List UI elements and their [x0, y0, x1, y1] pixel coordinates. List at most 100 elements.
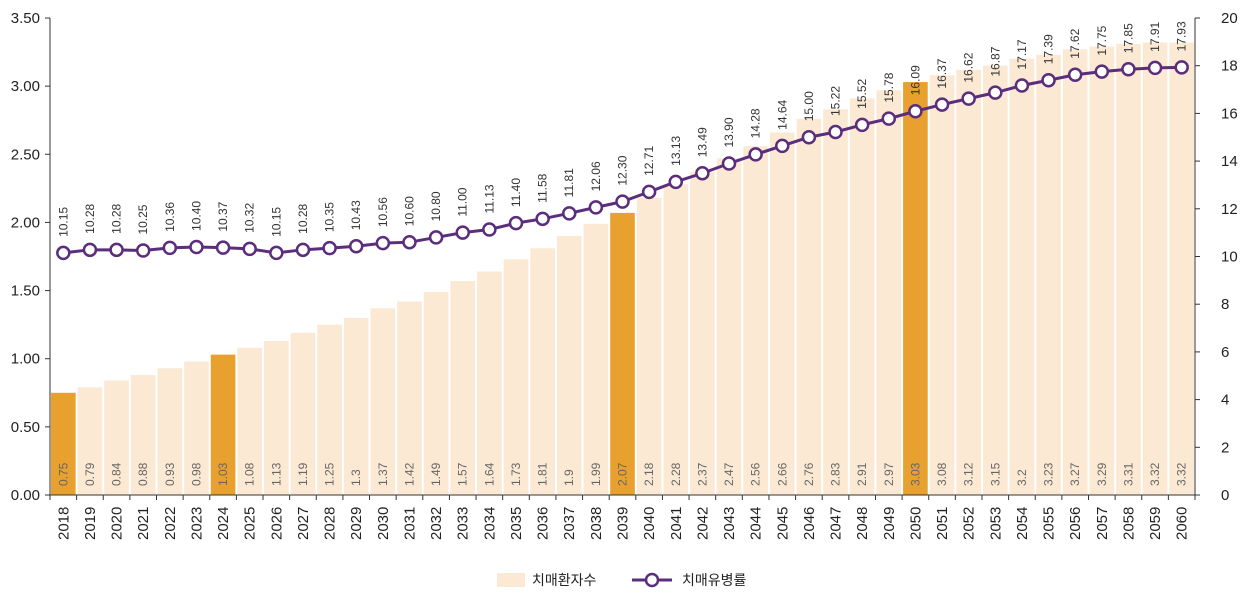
axes: 0.00 0.50 1.00 1.50 2.00 2.50 3.00 3.50 0 2 4 6 8 10 1… — [11, 10, 1238, 540]
point-2052 — [961, 91, 976, 106]
point-label-2035: 11.40 — [509, 178, 523, 207]
bar-label-2031: 1.42 — [402, 462, 416, 486]
bar-label-2042: 2.37 — [695, 462, 709, 486]
bar-label-2019: 0.79 — [83, 462, 97, 486]
bar-series: 0.75 0.79 0.84 0.88 0.93 0.98 1.03 1.08 1.13 1.19… — [51, 42, 1194, 496]
bar-2029 — [343, 317, 369, 495]
bar-2034 — [477, 271, 502, 495]
point-label-2057: 17.75 — [1095, 25, 1109, 55]
bar-label-2022: 0.93 — [163, 462, 177, 486]
point-2039 — [615, 194, 630, 209]
bar-label-2023: 0.98 — [189, 462, 203, 486]
point-2031 — [402, 234, 417, 250]
bar-label-2052: 3.12 — [962, 462, 976, 486]
bar-2020 — [104, 380, 129, 495]
x-tick-label-2040: 2040 — [641, 507, 658, 540]
point-2030 — [375, 235, 391, 251]
point-label-2055: 17.39 — [1042, 34, 1056, 64]
bar-2038 — [583, 223, 609, 495]
bar-label-2046: 2.76 — [802, 462, 816, 486]
bar-label-2021: 0.88 — [136, 462, 150, 486]
point-label-2038: 12.06 — [589, 161, 603, 191]
point-label-2047: 15.22 — [829, 86, 843, 116]
point-label-2058: 17.85 — [1121, 23, 1135, 53]
point-2028 — [322, 240, 337, 256]
point-label-2049: 15.78 — [882, 72, 896, 102]
bar-label-2038: 1.99 — [589, 462, 603, 486]
point-2033 — [455, 225, 470, 240]
point-label-2019: 10.28 — [83, 203, 97, 233]
bar-2041 — [663, 184, 689, 496]
bar-2022 — [157, 368, 183, 495]
point-label-2030: 10.56 — [376, 197, 390, 227]
x-tick-label-2022: 2022 — [162, 507, 179, 540]
point-2027 — [295, 242, 311, 258]
point-label-2054: 17.17 — [1015, 39, 1029, 69]
point-2048 — [854, 117, 870, 133]
bar-label-2028: 1.25 — [323, 462, 337, 486]
left-tick-label: 3.50 — [11, 10, 40, 27]
point-label-2020: 10.28 — [110, 203, 124, 233]
point-2018 — [56, 245, 71, 261]
point-label-2031: 10.60 — [402, 196, 416, 226]
bar-label-2018: 0.75 — [56, 462, 70, 486]
bar-2027 — [290, 332, 316, 495]
bar-label-2058: 3.31 — [1121, 462, 1135, 486]
point-2025 — [242, 241, 257, 257]
x-tick-label-2034: 2034 — [481, 507, 498, 540]
point-2041 — [668, 174, 684, 190]
bar-label-2048: 2.91 — [855, 462, 869, 486]
point-label-2018: 10.15 — [56, 207, 70, 237]
bar-label-2060: 3.32 — [1175, 462, 1189, 486]
bar-2023 — [184, 361, 209, 495]
point-label-2048: 15.52 — [855, 78, 869, 108]
point-2053 — [988, 85, 1003, 100]
x-tick-label-2060: 2060 — [1174, 507, 1191, 540]
point-2044 — [748, 147, 763, 162]
point-2026 — [269, 245, 284, 261]
x-tick-label-2037: 2037 — [561, 507, 578, 540]
point-label-2037: 11.81 — [562, 168, 576, 197]
left-tick-label: 2.00 — [11, 214, 40, 231]
bar-label-2041: 2.28 — [669, 462, 683, 486]
legend: 치매환자수 치매유병률 — [497, 572, 747, 588]
bar-label-2049: 2.97 — [882, 462, 896, 486]
right-tick-label: 16 — [1221, 105, 1238, 122]
bar-2055 — [1036, 54, 1061, 495]
right-tick-label: 14 — [1221, 153, 1238, 170]
point-label-2034: 11.13 — [482, 184, 496, 213]
point-label-2046: 15.00 — [802, 91, 816, 121]
point-2057 — [1094, 64, 1110, 79]
bar-label-2044: 2.56 — [749, 462, 763, 486]
point-label-2023: 10.40 — [189, 201, 203, 231]
x-tick-label-2033: 2033 — [455, 507, 472, 540]
x-tick-label-2018: 2018 — [55, 507, 72, 540]
bar-2025 — [237, 347, 263, 495]
right-tick-label: 20 — [1221, 10, 1238, 27]
bar-label-2030: 1.37 — [376, 462, 390, 486]
x-tick-label-2056: 2056 — [1067, 507, 1084, 540]
bar-label-2045: 2.66 — [775, 462, 789, 486]
point-2056 — [1067, 67, 1083, 83]
x-tick-label-2026: 2026 — [268, 507, 285, 540]
bar-2040 — [636, 197, 662, 495]
legend-line-label: 치매유병률 — [682, 572, 747, 588]
point-label-2053: 16.87 — [988, 46, 1002, 76]
bar-2053 — [982, 65, 1008, 495]
point-2037 — [561, 206, 577, 221]
x-tick-label-2024: 2024 — [215, 507, 232, 540]
bar-2042 — [690, 172, 715, 495]
bar-label-2034: 1.64 — [482, 462, 496, 486]
right-tick-label: 2 — [1221, 439, 1229, 456]
bar-label-2054: 3.2 — [1015, 469, 1029, 486]
point-label-2040: 12.71 — [642, 146, 656, 176]
x-tick-label-2052: 2052 — [961, 507, 978, 540]
point-label-2024: 10.37 — [216, 201, 230, 231]
bar-2045 — [769, 132, 795, 496]
point-label-2039: 12.30 — [616, 155, 630, 185]
bar-label-2027: 1.19 — [296, 462, 310, 486]
bar-label-2057: 3.29 — [1095, 462, 1109, 486]
x-tick-label-2031: 2031 — [401, 507, 418, 540]
x-tick-label-2019: 2019 — [82, 507, 99, 540]
x-tick-label-2035: 2035 — [508, 507, 525, 540]
